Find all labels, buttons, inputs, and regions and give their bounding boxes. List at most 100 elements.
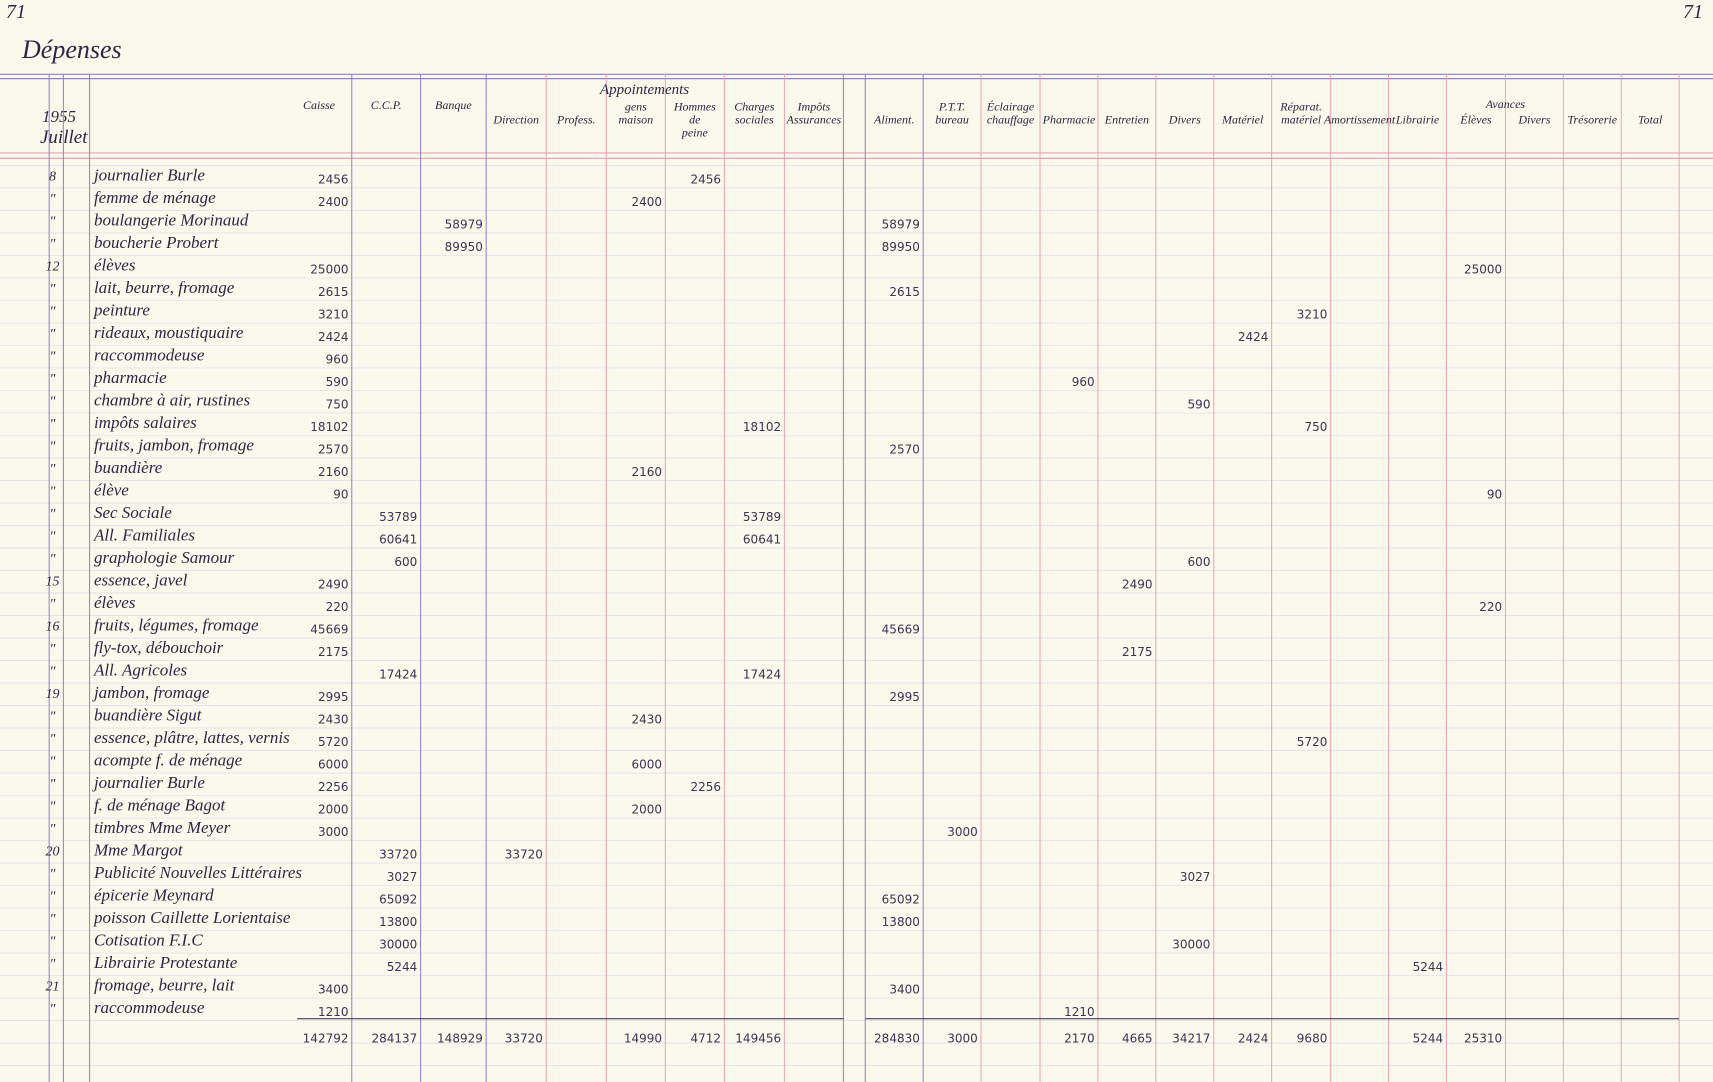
entry-description: All. Agricoles (93, 660, 188, 679)
entry-amount: 600 (394, 555, 417, 569)
column-header: Pharmacie (1042, 112, 1096, 126)
entry-day: " (49, 439, 55, 454)
entry-day: " (49, 214, 55, 229)
entry-amount: 3400 (318, 982, 349, 996)
entry-day: " (49, 372, 55, 387)
total-amount: 2424 (1238, 1032, 1269, 1046)
entry-description: fruits, légumes, fromage (94, 615, 259, 634)
group-header: Appointements (599, 82, 689, 98)
entry-description: élèves (94, 593, 136, 612)
total-amount: 9680 (1297, 1032, 1328, 1046)
entry-amount: 60641 (379, 532, 417, 546)
entry-description: boulangerie Morinaud (94, 210, 249, 229)
entry-description: fruits, jambon, fromage (94, 435, 254, 454)
column-header: Aliment. (873, 112, 914, 126)
entry-amount: 2000 (631, 802, 662, 816)
entry-amount: 3000 (947, 825, 978, 839)
page-number-left: 71 (6, 1, 26, 23)
entry-amount: 600 (1188, 555, 1211, 569)
column-header-line: chauffage (987, 112, 1035, 126)
entry-day: " (49, 192, 55, 207)
entry-description: graphologie Samour (94, 548, 235, 567)
column-header: Caisse (303, 98, 336, 112)
entry-amount: 2430 (318, 712, 349, 726)
entry-description: journalier Burle (92, 165, 205, 184)
entry-amount: 89950 (445, 240, 483, 254)
entry-amount: 960 (326, 352, 349, 366)
entry-description: pharmacie (93, 368, 167, 387)
entry-amount: 25000 (1464, 262, 1502, 276)
entry-amount: 2175 (318, 645, 349, 659)
total-amount: 4712 (690, 1032, 721, 1046)
entry-amount: 1210 (1064, 1005, 1095, 1019)
entry-amount: 2456 (318, 172, 349, 186)
entry-description: fly-tox, débouchoir (94, 638, 224, 657)
entry-description: essence, javel (94, 570, 188, 589)
entry-description: f. de ménage Bagot (94, 795, 227, 814)
entry-description: fromage, beurre, lait (94, 975, 236, 994)
entry-day: " (49, 597, 55, 612)
entry-description: élève (94, 480, 129, 499)
entry-amount: 17424 (379, 667, 417, 681)
entry-amount: 2995 (889, 690, 920, 704)
entry-amount: 33720 (379, 847, 417, 861)
entry-day: " (49, 394, 55, 409)
entry-amount: 18102 (743, 420, 781, 434)
entry-description: femme de ménage (94, 188, 216, 207)
total-amount: 149456 (735, 1032, 781, 1046)
entry-description: lait, beurre, fromage (94, 278, 235, 297)
month: Juillet (40, 127, 88, 148)
entry-day: 20 (45, 844, 59, 859)
entry-description: timbres Mme Meyer (94, 818, 231, 837)
entry-description: épicerie Meynard (94, 885, 214, 904)
column-header: Hommes de peine (673, 99, 716, 139)
entry-amount: 30000 (379, 937, 417, 951)
entry-day: " (49, 754, 55, 769)
entry-description: All. Familiales (93, 525, 195, 544)
entry-description: jambon, fromage (92, 683, 210, 702)
entry-amount: 53789 (379, 510, 417, 524)
column-header: Amortissement (1323, 112, 1396, 126)
column-header: Librairie (1395, 112, 1440, 126)
entry-amount: 60641 (743, 532, 781, 546)
entry-amount: 2570 (889, 442, 920, 456)
entry-amount: 17424 (743, 667, 781, 681)
entry-day: " (49, 349, 55, 364)
entry-day: " (49, 507, 55, 522)
total-amount: 5244 (1413, 1032, 1444, 1046)
entry-day: " (49, 799, 55, 814)
column-header-line: P.T.T. (938, 99, 965, 113)
entry-day: " (49, 777, 55, 792)
entry-day: " (49, 867, 55, 882)
total-amount: 34217 (1172, 1032, 1210, 1046)
entry-amount: 1210 (318, 1005, 349, 1019)
entry-amount: 5720 (1297, 735, 1328, 749)
entry-day: " (49, 327, 55, 342)
entry-amount: 3210 (1297, 307, 1328, 321)
total-amount: 3000 (947, 1032, 978, 1046)
entry-description: impôts salaires (94, 413, 197, 432)
entry-amount: 590 (326, 375, 349, 389)
entry-amount: 2490 (318, 577, 349, 591)
entry-amount: 90 (333, 487, 348, 501)
column-header: Matériel (1221, 112, 1264, 126)
entry-description: Sec Sociale (94, 503, 172, 522)
entry-amount: 25000 (310, 262, 348, 276)
entry-day: " (49, 709, 55, 724)
entry-day: " (49, 282, 55, 297)
entry-day: " (49, 934, 55, 949)
entry-description: essence, plâtre, lattes, vernis (94, 728, 290, 747)
entry-day: " (49, 664, 55, 679)
entry-description: journalier Burle (92, 773, 205, 792)
column-header: P.T.T. bureau (935, 99, 969, 126)
entry-day: " (49, 957, 55, 972)
entry-amount: 18102 (310, 420, 348, 434)
entry-day: " (49, 912, 55, 927)
column-header-line: de (689, 112, 701, 126)
column-header-line: gens (625, 99, 647, 113)
ledger-title: Dépenses (21, 35, 122, 64)
entry-day: 15 (45, 574, 59, 589)
entry-description: élèves (94, 255, 136, 274)
column-header-line: Hommes (673, 99, 716, 113)
